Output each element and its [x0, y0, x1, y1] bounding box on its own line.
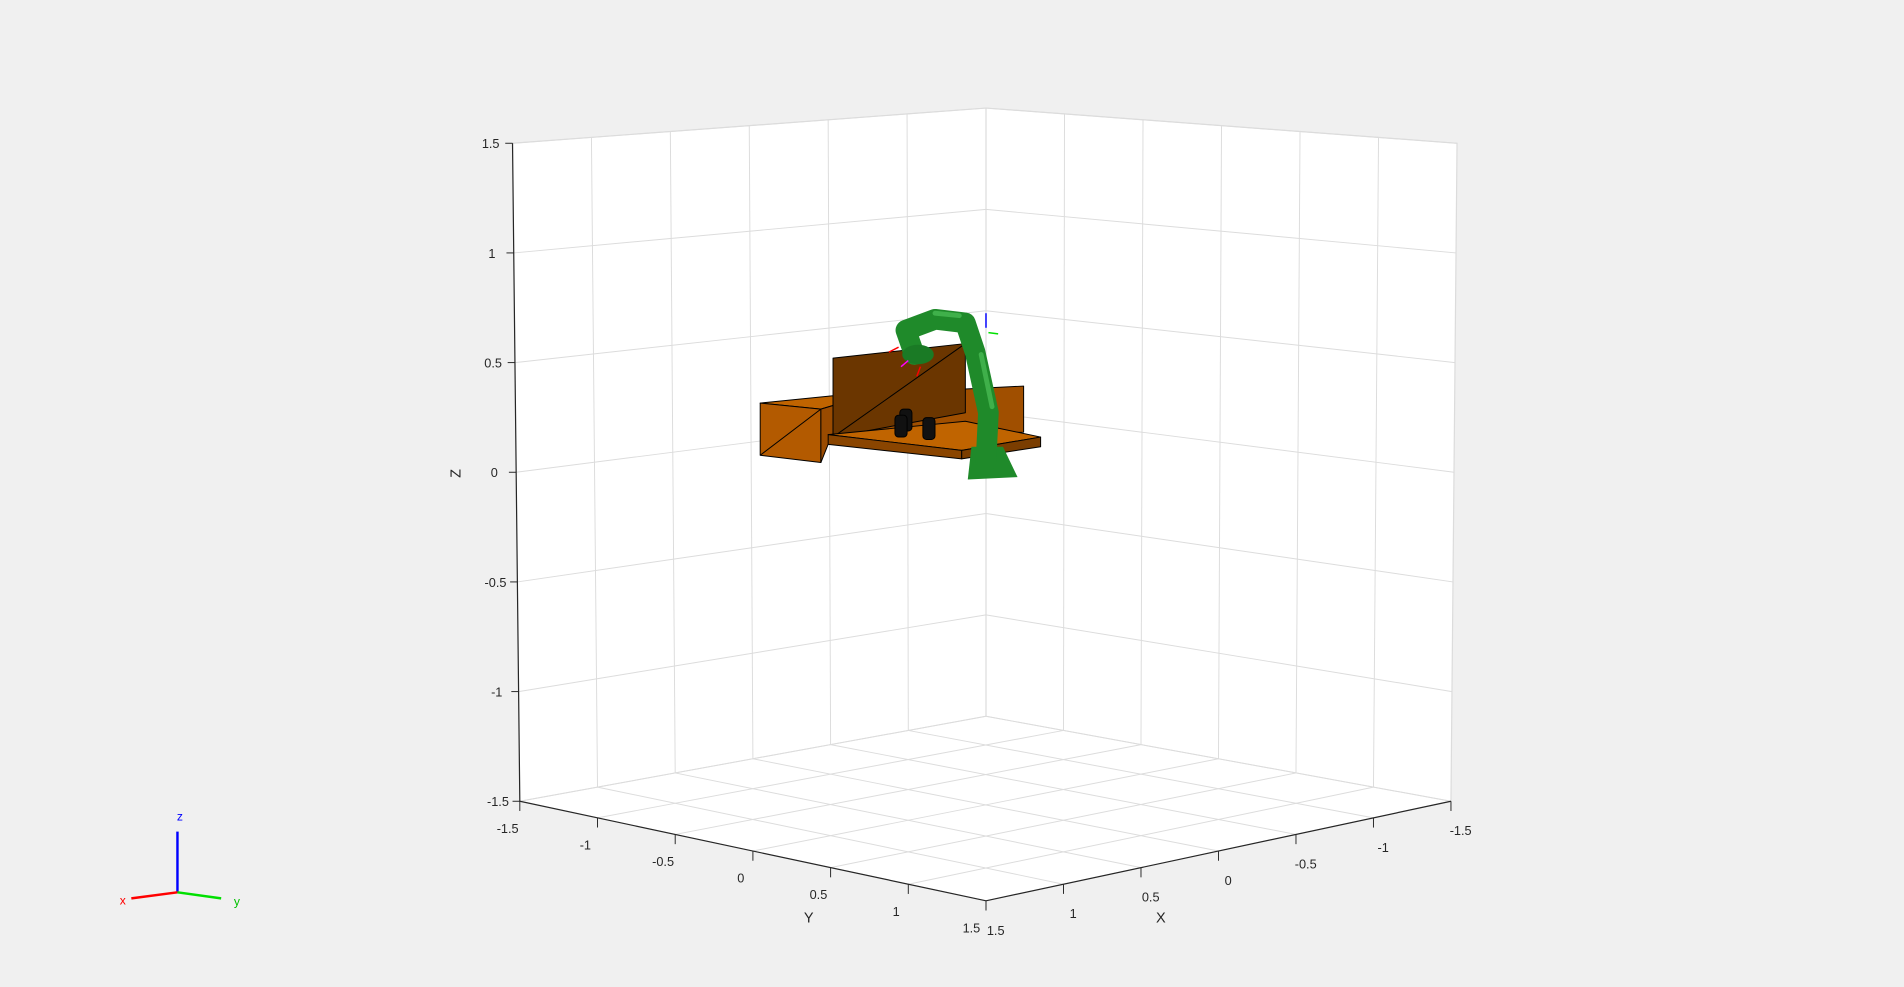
- z-tick-label: 0.5: [484, 355, 502, 370]
- y-tick-label: -1: [580, 837, 591, 852]
- x-tick-label: 0.5: [1142, 890, 1160, 905]
- y-tick-label: 1.5: [963, 920, 981, 935]
- x-gridline: [830, 744, 1297, 835]
- cylinder-object: [894, 414, 908, 438]
- y-tick-label: -1.5: [497, 821, 519, 836]
- y-gridline: [669, 131, 676, 773]
- y-axis-label: Y: [804, 911, 814, 927]
- frame-x-icon: [916, 366, 922, 377]
- z-tick-label: -0.5: [485, 575, 507, 590]
- x-tick-label: -0.5: [1295, 856, 1317, 871]
- frame-marker-icon: [900, 360, 909, 368]
- x-gridline: [985, 715, 1452, 802]
- x-gridline: [908, 729, 1374, 819]
- y-tick-label: 1: [893, 904, 900, 919]
- x-gridline: [1217, 125, 1222, 759]
- orientation-triad: z x y: [120, 810, 241, 909]
- z-tick-label: -1: [491, 684, 502, 699]
- triad-y-label: y: [234, 895, 241, 909]
- table-box-diagonal: [759, 408, 822, 456]
- ticks: 1.5 1 0.5 0 -0.5 -1 -1.5 -1.5 -1 -0.5 0 0.5 1 1.5 1.5 1…: [482, 136, 1472, 938]
- cylinder-object: [922, 417, 936, 440]
- triad-z-label: z: [177, 810, 183, 824]
- x-tick-label: 1: [1070, 906, 1077, 921]
- x-gridline: [1295, 131, 1301, 773]
- robot-links: [895, 308, 999, 472]
- axes-background: [512, 108, 1458, 901]
- axes-3d[interactable]: 1.5 1 0.5 0 -0.5 -1 -1.5 -1.5 -1 -0.5 0 0.5 1 1.5 1.5 1…: [448, 107, 1472, 938]
- x-tick-label: 1.5: [987, 923, 1005, 938]
- x-gridline: [597, 786, 1064, 885]
- x-gridline: [675, 772, 1142, 869]
- y-tick-label: 0: [737, 871, 744, 886]
- x-tick-label: -1.5: [1450, 823, 1472, 838]
- y-gridline: [748, 125, 754, 759]
- y-tick-label: 0.5: [810, 887, 828, 902]
- robot-highlight: [932, 310, 995, 410]
- z-tick-label: 0: [491, 465, 498, 480]
- x-axis-label: X: [1156, 911, 1166, 927]
- frame-x-icon: [888, 346, 899, 353]
- z-axis-label: Z: [448, 469, 464, 478]
- x-gridline: [752, 758, 1219, 852]
- triad-x-label: x: [120, 893, 126, 907]
- triad-y-axis: [177, 891, 222, 900]
- y-gridline: [590, 137, 598, 788]
- back-panel-diagonal: [832, 343, 966, 438]
- y-tick-label: -0.5: [652, 854, 674, 869]
- robot-gripper: [902, 344, 934, 365]
- x-gridline: [1140, 119, 1144, 745]
- frame-y-icon: [988, 331, 999, 335]
- robot-arm: [888, 308, 1018, 480]
- triad-x-axis: [131, 891, 178, 900]
- x-tick-label: 0: [1225, 873, 1232, 888]
- x-gridline: [1063, 113, 1065, 731]
- x-tick-label: -1: [1378, 840, 1389, 855]
- z-tick-label: -1.5: [487, 794, 509, 809]
- z-tick-label: 1.5: [482, 136, 500, 151]
- z-tick-label: 1: [488, 246, 495, 261]
- x-gridline: [1372, 137, 1380, 788]
